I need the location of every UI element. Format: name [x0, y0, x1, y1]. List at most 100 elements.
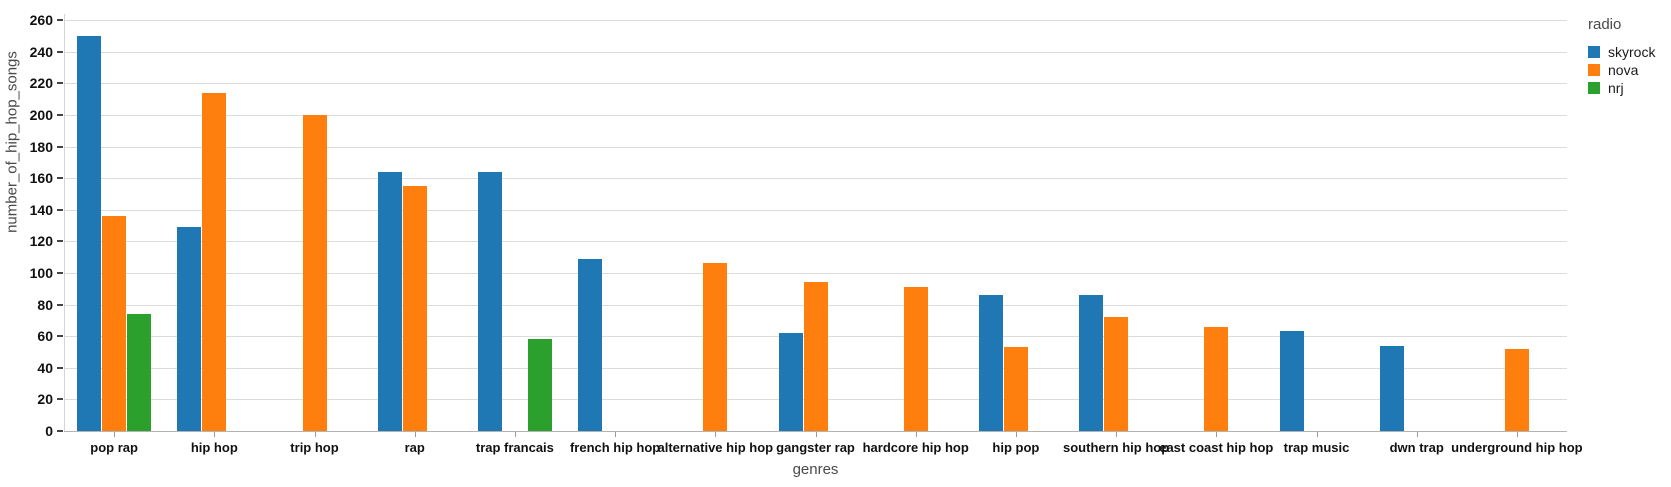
legend-title: radio — [1588, 16, 1622, 33]
y-tick-label: 260 — [29, 12, 53, 28]
gridline-y-100 — [64, 272, 1567, 274]
legend-swatch-nova — [1588, 64, 1600, 76]
y-tick-label: 40 — [37, 359, 53, 376]
x-axis-line — [64, 431, 1567, 432]
bar-nova-hip-hop — [202, 92, 227, 431]
gridline-y-180 — [64, 146, 1567, 148]
x-tick-label-rap: rap — [404, 440, 425, 455]
x-tick-label-southern-hip-hop: southern hip hop — [1063, 440, 1170, 455]
bar-nova-hip-pop — [1003, 347, 1028, 431]
x-axis-title: genres — [792, 461, 839, 478]
y-tick-mark — [57, 145, 63, 148]
bar-nova-pop-rap — [102, 216, 127, 431]
y-tick-label: 180 — [29, 138, 53, 155]
y-tick-label: 80 — [37, 296, 53, 313]
y-tick-label: 100 — [29, 264, 53, 281]
legend: radio skyrock nova nrj — [1588, 16, 1655, 97]
x-tick-mark — [1416, 432, 1418, 437]
x-tick-label-pop-rap: pop rap — [90, 440, 138, 455]
x-tick-label-gangster-rap: gangster rap — [776, 440, 855, 455]
x-tick-label-french-hip-hop: french hip hop — [569, 440, 661, 455]
x-tick-mark — [314, 432, 316, 437]
bar-skyrock-hip-pop — [978, 295, 1003, 431]
x-tick-label-trip-hop: trip hop — [290, 440, 339, 455]
bar-nova-alternative-hip-hop — [703, 263, 728, 431]
y-tick-mark — [57, 82, 63, 85]
bar-skyrock-hip-hop — [177, 227, 202, 431]
bar-skyrock-southern-hip-hop — [1079, 295, 1104, 431]
x-tick-mark — [715, 432, 717, 437]
bar-skyrock-gangster-rap — [778, 333, 803, 431]
x-tick-label-dwn-trap: dwn trap — [1389, 440, 1444, 455]
x-tick-mark — [615, 432, 617, 437]
bar-nova-southern-hip-hop — [1104, 317, 1129, 431]
y-tick-mark — [57, 303, 63, 306]
y-tick-label: 140 — [29, 201, 53, 218]
legend-label: skyrock — [1608, 44, 1656, 60]
y-tick-label: 60 — [37, 328, 53, 345]
y-tick-mark — [57, 430, 63, 432]
y-tick-mark — [57, 208, 63, 211]
y-tick-mark — [57, 177, 63, 180]
bar-skyrock-trap-francais — [477, 171, 502, 431]
bar-skyrock-french-hip-hop — [578, 258, 603, 431]
legend-item-nova[interactable]: nova — [1588, 61, 1655, 79]
legend-swatch-nrj — [1588, 82, 1600, 94]
bar-skyrock-dwn-trap — [1379, 345, 1404, 431]
legend-item-nrj[interactable]: nrj — [1588, 79, 1655, 97]
gridline-y-140 — [64, 209, 1567, 211]
y-tick-mark — [57, 50, 63, 53]
bar-nova-east-coast-hip-hop — [1204, 326, 1229, 431]
legend-label: nrj — [1608, 80, 1624, 96]
x-tick-mark — [114, 432, 116, 437]
x-tick-label-hardcore-hip-hop: hardcore hip hop — [862, 440, 969, 455]
gridline-y-200 — [64, 114, 1567, 116]
bar-nrj-pop-rap — [127, 314, 152, 431]
x-tick-mark — [1216, 432, 1218, 437]
x-tick-label-underground-hip-hop: underground hip hop — [1451, 440, 1583, 455]
y-tick-mark — [57, 19, 63, 21]
legend-label: nova — [1608, 62, 1639, 78]
bar-nova-hardcore-hip-hop — [903, 287, 928, 431]
x-tick-mark — [1015, 432, 1017, 437]
x-tick-mark — [514, 432, 516, 437]
y-tick-mark — [57, 271, 63, 274]
bar-nova-trip-hop — [302, 114, 327, 431]
x-tick-mark — [1516, 432, 1518, 437]
y-tick-label: 240 — [29, 43, 53, 60]
bar-skyrock-trap-music — [1279, 331, 1304, 431]
x-tick-mark — [214, 432, 216, 437]
bar-skyrock-pop-rap — [77, 35, 102, 431]
x-tick-mark — [815, 432, 817, 437]
y-tick-label: 200 — [29, 106, 53, 123]
bar-skyrock-rap — [377, 171, 402, 431]
gridline-y-220 — [64, 83, 1567, 85]
x-tick-label-trap-francais: trap francais — [475, 440, 554, 455]
bar-nova-rap — [402, 186, 427, 431]
x-tick-mark — [414, 432, 416, 437]
y-tick-label: 120 — [29, 233, 53, 250]
bar-nrj-trap-francais — [527, 339, 552, 431]
x-tick-mark — [915, 432, 917, 437]
x-tick-label-east-coast-hip-hop: east coast hip hop — [1159, 440, 1274, 455]
y-tick-label: 160 — [29, 170, 53, 187]
y-tick-mark — [57, 335, 63, 338]
y-tick-label: 220 — [29, 75, 53, 92]
legend-swatch-skyrock — [1588, 46, 1600, 58]
y-tick-mark — [57, 366, 63, 369]
gridline-y-260 — [64, 20, 1567, 21]
x-tick-mark — [1116, 432, 1118, 437]
x-tick-label-alternative-hip-hop: alternative hip hop — [657, 440, 774, 455]
x-tick-mark — [1316, 432, 1318, 437]
bar-nova-underground-hip-hop — [1504, 348, 1529, 431]
y-tick-label: 0 — [45, 423, 53, 439]
x-tick-label-hip-hop: hip hop — [190, 440, 238, 455]
legend-item-skyrock[interactable]: skyrock — [1588, 43, 1655, 61]
bar-nova-gangster-rap — [803, 282, 828, 431]
y-tick-label: 20 — [37, 391, 53, 408]
gridline-y-160 — [64, 178, 1567, 180]
x-tick-label-hip-pop: hip pop — [992, 440, 1040, 455]
gridline-y-240 — [64, 51, 1567, 53]
y-tick-mark — [57, 113, 63, 116]
